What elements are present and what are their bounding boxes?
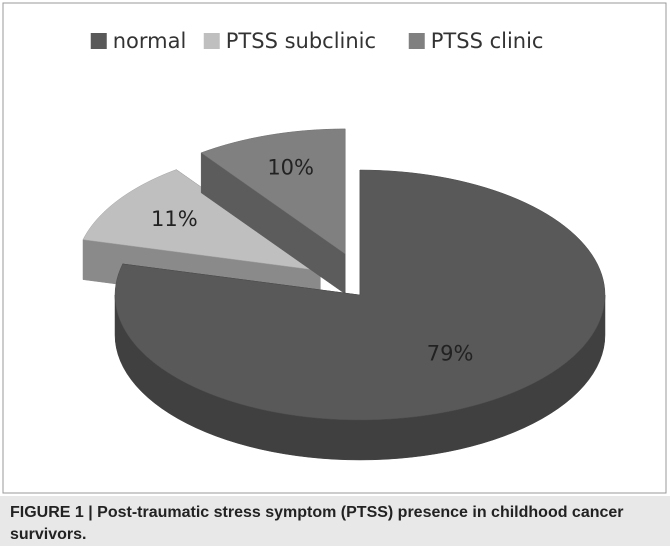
data-label: 11% bbox=[151, 207, 198, 231]
pie-slice bbox=[82, 169, 321, 271]
legend-swatch bbox=[90, 33, 107, 49]
chart: normal PTSS subclinic PTSS clinic 79% 11% 10% bbox=[2, 2, 667, 494]
pie-slice bbox=[200, 128, 346, 255]
data-label: 10% bbox=[267, 155, 314, 179]
legend-swatch bbox=[408, 33, 425, 49]
legend-label: normal bbox=[113, 29, 187, 53]
caption: FIGURE 1 | Post-traumatic stress symptom… bbox=[0, 496, 670, 546]
pie-slice bbox=[114, 169, 606, 421]
legend-swatch bbox=[203, 33, 220, 49]
legend-label: PTSS clinic bbox=[431, 29, 544, 53]
legend-label: PTSS subclinic bbox=[226, 29, 376, 53]
data-label: 79% bbox=[427, 341, 474, 365]
